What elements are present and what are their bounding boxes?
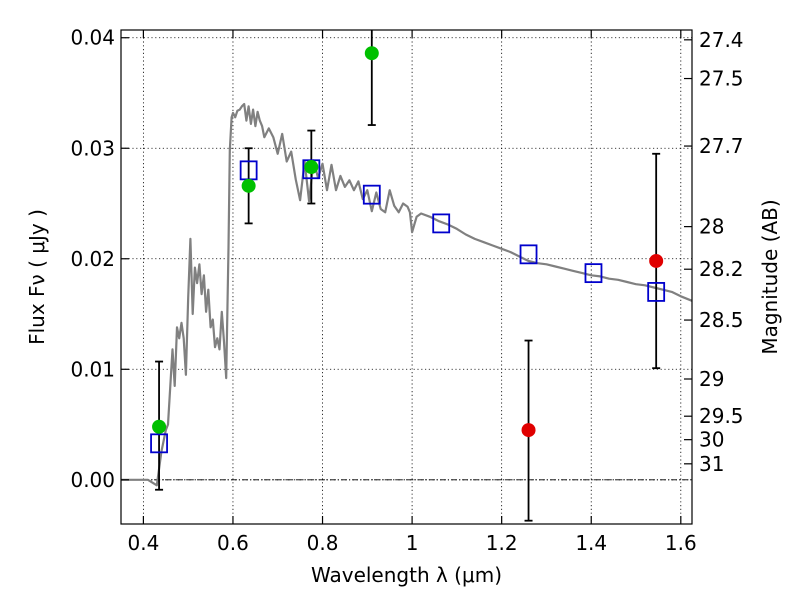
observed-flux-point — [152, 419, 167, 434]
y2-tick-label: 29.5 — [699, 404, 744, 428]
y2-tick-label: 29 — [699, 367, 724, 391]
y2-tick-label: 31 — [699, 452, 724, 476]
y-axis-title: Flux Fν ( μJy ) — [25, 209, 49, 345]
y2-tick-label: 28 — [699, 215, 724, 239]
x-tick-label: 0.8 — [307, 531, 339, 555]
y2-tick-label: 27.7 — [699, 134, 744, 158]
y2-tick-label: 30 — [699, 428, 724, 452]
y2-tick-label: 28.5 — [699, 308, 744, 332]
axis-ticks: 0.4 0.6 0.8 1 1.2 1.4 1.6 0.00 0.01 0.02 0.03 0.04 2… — [70, 26, 743, 555]
model-flux-square — [432, 213, 451, 234]
model-flux-square — [362, 184, 381, 205]
observed-flux-point — [304, 160, 319, 175]
x-tick-label: 0.4 — [127, 531, 159, 555]
y-tick-label: 0.02 — [70, 247, 115, 271]
model-flux-square — [584, 263, 603, 284]
y2-tick-label: 27.5 — [699, 67, 744, 91]
y-tick-label: 0.00 — [70, 468, 115, 492]
y2-axis-title: Magnitude (AB) — [758, 199, 782, 354]
observed-flux-point — [649, 253, 664, 268]
x-tick-label: 1.6 — [665, 531, 697, 555]
x-axis-title: Wavelength λ (μm) — [311, 563, 502, 587]
x-tick-label: 1.4 — [575, 531, 607, 555]
x-tick-label: 1.2 — [486, 531, 518, 555]
y2-tick-label: 28.2 — [699, 257, 744, 281]
data-points — [150, 30, 666, 522]
grid — [121, 30, 692, 524]
model-flux-square — [647, 282, 666, 302]
y-tick-label: 0.03 — [70, 136, 115, 160]
y2-tick-label: 27.4 — [699, 28, 744, 52]
observed-flux-point — [364, 46, 379, 61]
x-tick-label: 0.6 — [217, 531, 249, 555]
model-flux-square — [150, 433, 168, 454]
sed-model-line — [121, 102, 693, 487]
observed-flux-point — [521, 423, 536, 438]
y-tick-label: 0.04 — [70, 26, 115, 50]
model-flux-square — [519, 244, 538, 265]
x-tick-label: 1 — [406, 531, 419, 555]
plot-frame — [120, 29, 693, 525]
y-tick-label: 0.01 — [70, 357, 115, 381]
observed-flux-point — [241, 178, 256, 193]
